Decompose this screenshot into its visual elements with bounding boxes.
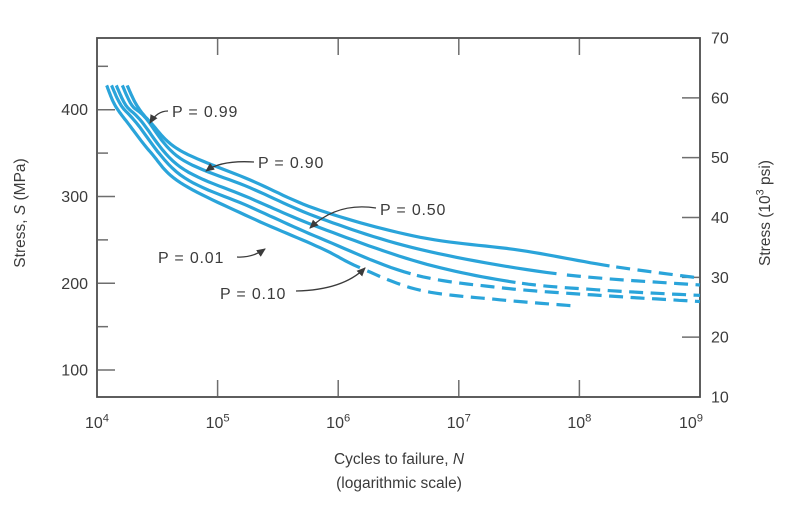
annotation-label-p099: P = 0.99 — [172, 104, 238, 121]
curve-p05-solid — [114, 84, 516, 284]
curve-p099-solid — [125, 84, 610, 268]
y-left-tick-label: 300 — [61, 189, 88, 206]
curve-p09-dashed — [566, 273, 701, 287]
x-tick-label: 107 — [447, 412, 471, 432]
x-axis-label: Cycles to failure, N — [334, 451, 465, 468]
annotation-label-p050: P = 0.50 — [380, 202, 446, 219]
annotation-label-p090: P = 0.90 — [258, 155, 324, 172]
annotation-label-p010: P = 0.10 — [220, 286, 286, 303]
annotation-arrow-p010 — [295, 267, 366, 292]
annotation-label-p001: P = 0.01 — [158, 250, 224, 267]
x-tick-label: 108 — [567, 412, 591, 432]
curve-p01-solid — [110, 84, 412, 276]
annotation-arrow-p001 — [236, 248, 266, 258]
y-right-tick-label: 50 — [711, 150, 729, 167]
curve-p05-dashed — [521, 281, 701, 297]
curve-p001-dashed — [366, 269, 574, 308]
y-axis-label-left: Stress, S (MPa) — [12, 158, 29, 267]
annotation-arrow-p090 — [205, 161, 255, 172]
y-left-tick-label: 200 — [61, 276, 88, 293]
y-right-tick-label: 40 — [711, 210, 729, 227]
plot-border — [96, 37, 701, 398]
sn-curves — [105, 84, 701, 308]
annotation-arrow-p099 — [149, 110, 169, 124]
y-right-tick-label: 10 — [711, 390, 729, 407]
x-tick-label: 104 — [85, 412, 109, 432]
curve-annotations: P = 0.99 P = 0.90 P = 0.50 P = 0.01 P = 0.10 — [149, 104, 446, 303]
y-axis-label-right: Stress (103 psi) — [755, 160, 775, 266]
y-left-tick-label: 100 — [61, 363, 88, 380]
curve-p001-solid — [105, 84, 361, 270]
y-right-tick-label: 60 — [711, 90, 729, 107]
x-tick-label: 109 — [679, 412, 703, 432]
y-right-tick-label: 20 — [711, 330, 729, 347]
annotation-arrow-p050 — [309, 206, 377, 229]
y-right-tick-label: 30 — [711, 270, 729, 287]
y-right-tick-label: 70 — [711, 30, 729, 47]
x-tick-label: 105 — [206, 412, 230, 432]
x-tick-label: 106 — [326, 412, 350, 432]
x-axis-label-scale-note: (logarithmic scale) — [336, 475, 462, 492]
curve-p09-solid — [120, 84, 557, 276]
curve-p01-dashed — [416, 273, 701, 304]
curve-p099-dashed — [615, 265, 701, 280]
tick-marks — [97, 38, 700, 397]
y-left-tick-label: 400 — [61, 102, 88, 119]
